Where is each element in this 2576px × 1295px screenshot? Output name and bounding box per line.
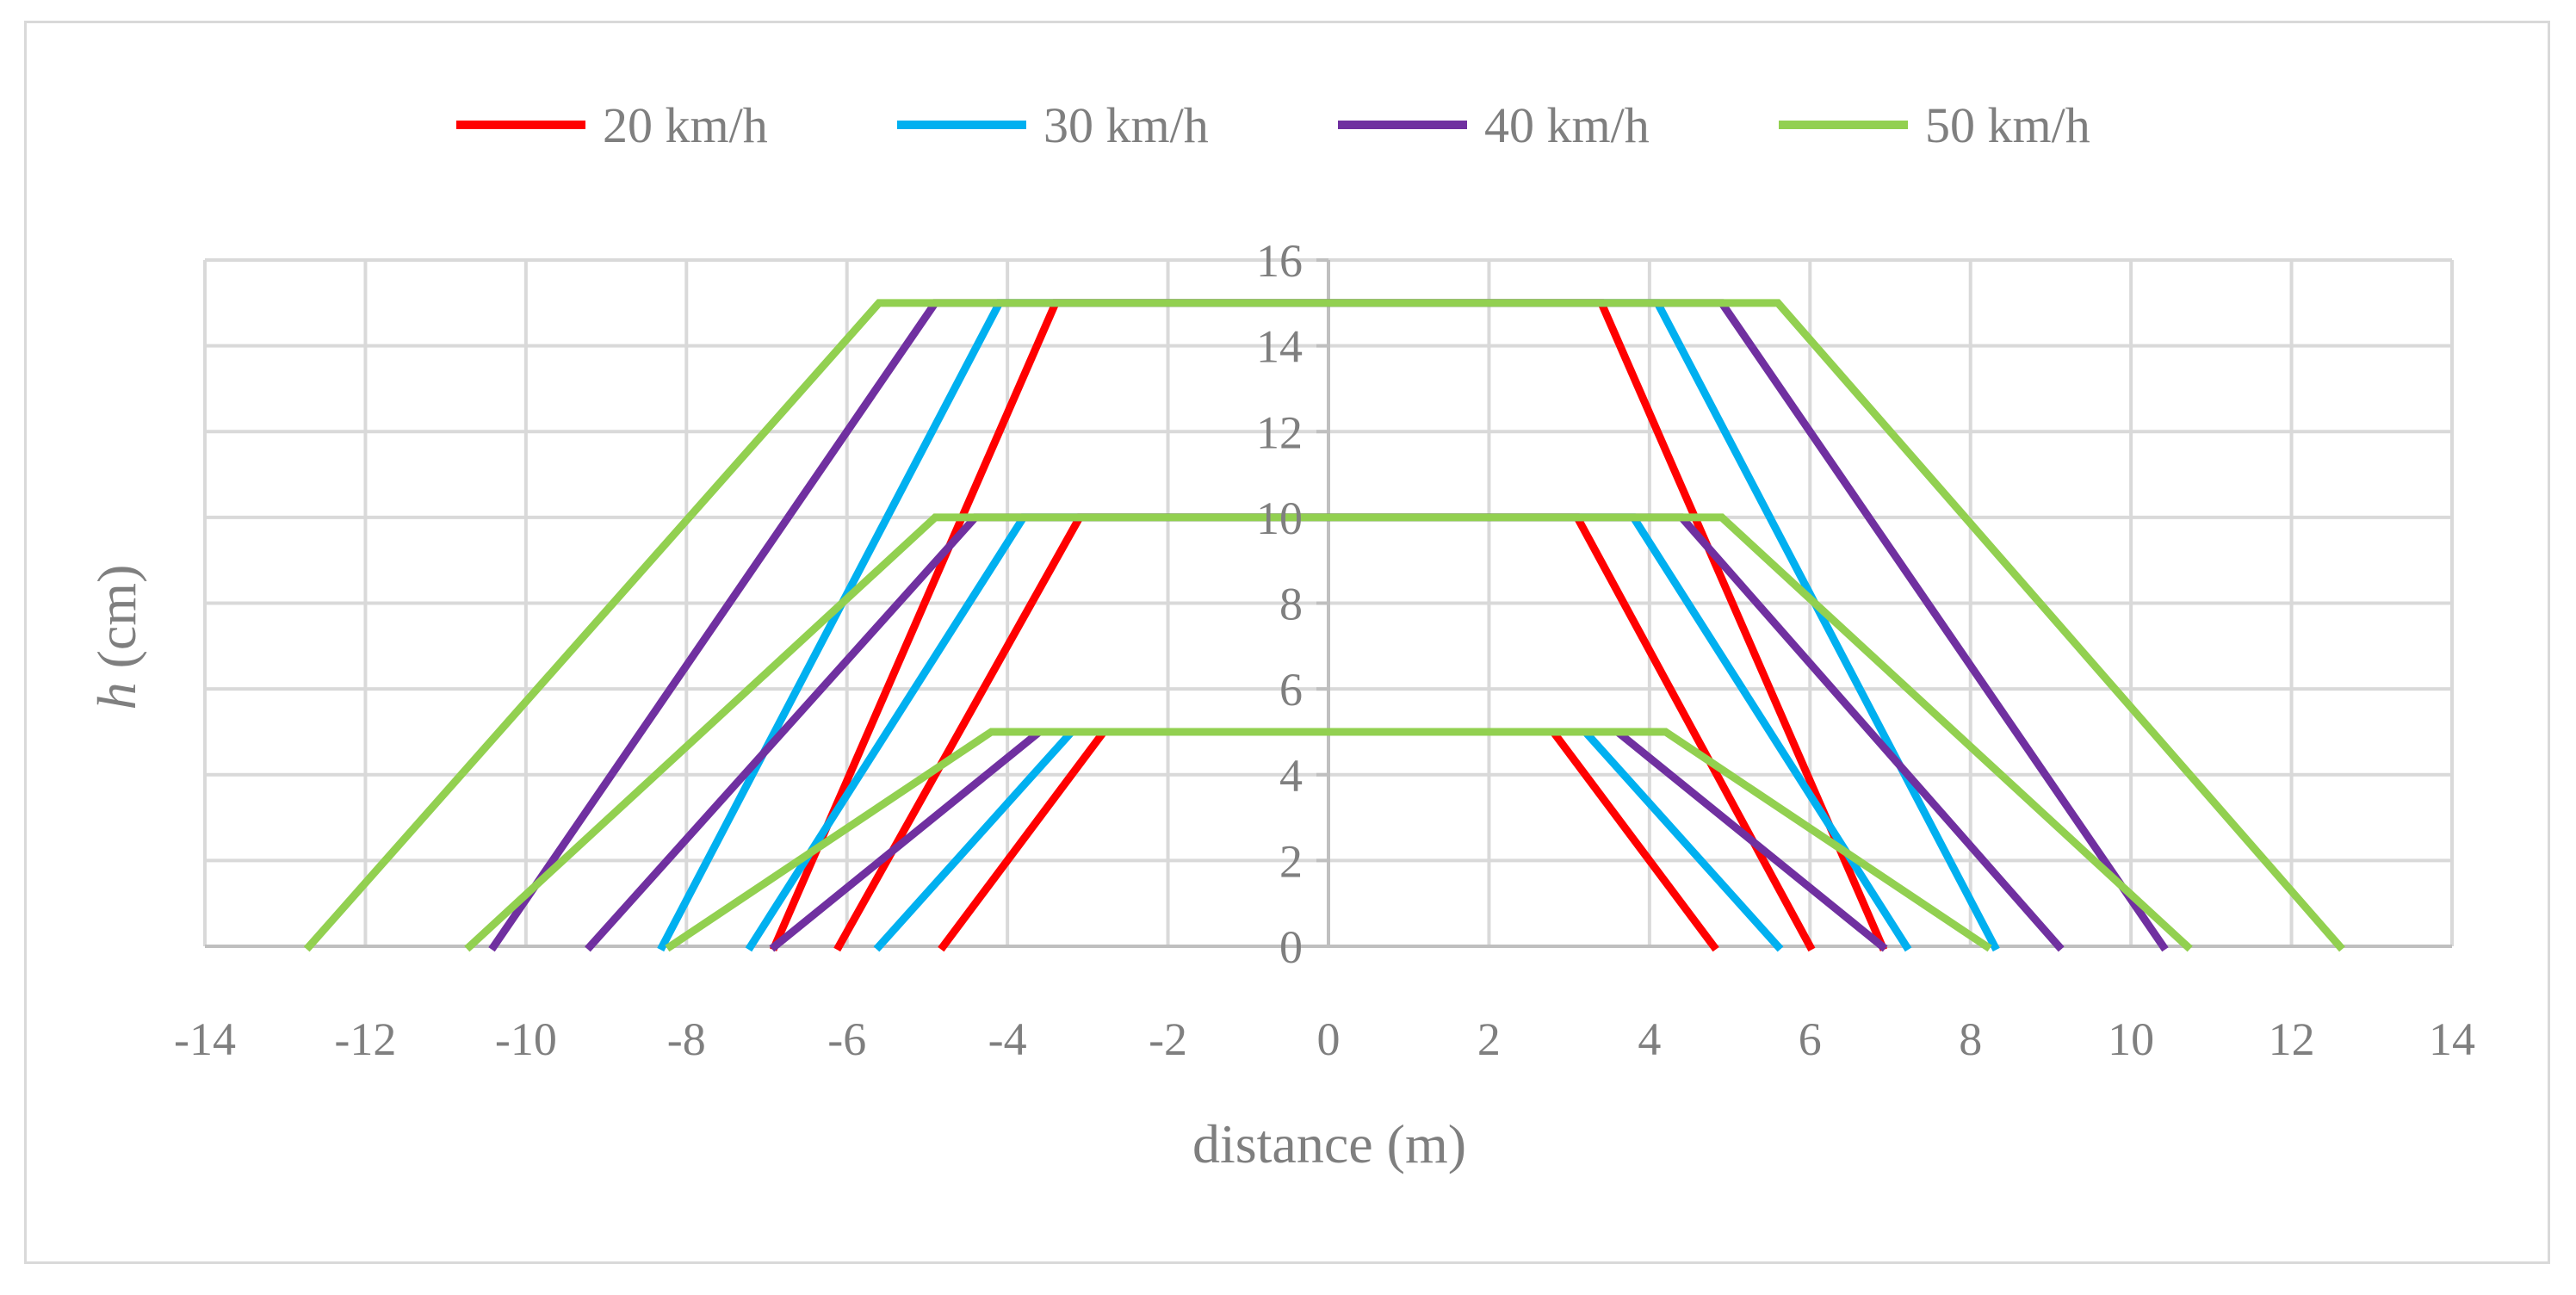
x-axis-title: distance (m) <box>1192 1113 1466 1174</box>
profile-line <box>464 513 2193 952</box>
x-tick-label: -6 <box>827 1013 866 1065</box>
legend: 20 km/h 30 km/h 40 km/h 50 km/h <box>456 97 2090 153</box>
x-tick-label: 12 <box>2269 1013 2315 1065</box>
legend-label: 40 km/h <box>1484 97 1650 153</box>
x-tick-label: -4 <box>988 1013 1027 1065</box>
y-tick-label: 2 <box>1279 835 1303 887</box>
x-tick-label: 10 <box>2108 1013 2154 1065</box>
profile-line <box>665 728 1992 952</box>
chart-frame <box>24 21 2550 1264</box>
x-tick-label: -8 <box>667 1013 706 1065</box>
legend-label: 20 km/h <box>603 97 768 153</box>
x-tick-label: -12 <box>334 1013 396 1065</box>
x-tick-label: 14 <box>2429 1013 2475 1065</box>
x-tick-label: -2 <box>1149 1013 1187 1065</box>
x-tick-label: 6 <box>1799 1013 1822 1065</box>
x-tick-label: -14 <box>174 1013 236 1065</box>
y-axis-title-symbol: h <box>86 682 147 709</box>
series-50-km-h <box>303 299 2345 952</box>
y-tick-label: 8 <box>1279 579 1303 630</box>
y-tick-label: 10 <box>1256 493 1303 544</box>
tick-labels: -14 -12 -10 -8 -6 -4 -2 0 2 4 6 8 10 12 14 0 2 4 6 8 10 12 14 1… <box>174 235 2475 1065</box>
legend-label: 50 km/h <box>1925 97 2090 153</box>
x-tick-label: 8 <box>1959 1013 1982 1065</box>
y-tick-label: 4 <box>1279 750 1303 802</box>
y-tick-label: 6 <box>1279 664 1303 716</box>
y-tick-label: 12 <box>1256 406 1303 458</box>
x-tick-label: 0 <box>1317 1013 1341 1065</box>
y-tick-label: 14 <box>1256 321 1303 373</box>
profile-line <box>303 299 2345 952</box>
y-tick-label: 0 <box>1279 921 1303 973</box>
legend-label: 30 km/h <box>1043 97 1209 153</box>
series-lines <box>303 299 2345 952</box>
axes <box>205 258 2452 948</box>
y-axis-title-unit: (cm) <box>86 565 147 683</box>
x-tick-label: -10 <box>495 1013 557 1065</box>
y-tick-label: 16 <box>1256 235 1303 287</box>
x-tick-label: 4 <box>1638 1013 1661 1065</box>
y-axis-title: h (cm) <box>86 565 147 710</box>
x-tick-label: 2 <box>1477 1013 1501 1065</box>
